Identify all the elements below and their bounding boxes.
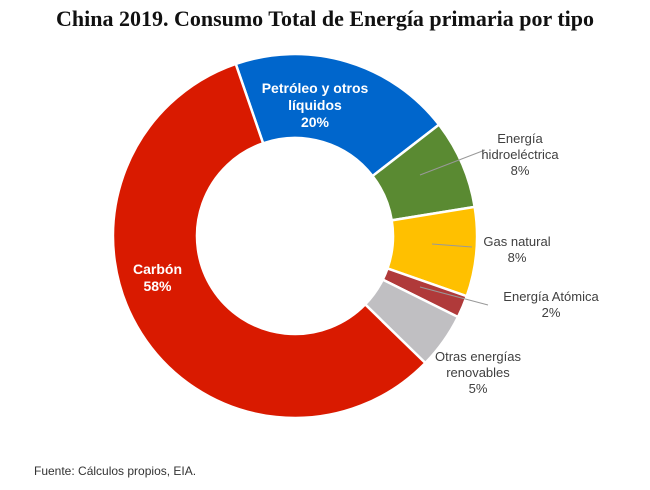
leader-line-0 (419, 149, 486, 176)
slice-label-carbon: Carbón 58% (120, 261, 195, 295)
slice-0 (234, 52, 441, 178)
slice-value: 20% (300, 114, 330, 130)
slice-label-hidro: Energía hidroeléctrica 8% (470, 131, 570, 179)
slice-value: 8% (507, 250, 527, 265)
slice-label-gas: Gas natural 8% (472, 234, 562, 266)
slice-label-otras: Otras energías renovables 5% (418, 349, 538, 397)
slice-name: Petróleo y otros líquidos (261, 80, 369, 113)
chart-title: China 2019. Consumo Total de Energía pri… (55, 6, 595, 31)
slice-value: 8% (510, 163, 530, 178)
slice-5 (111, 62, 428, 420)
slice-value: 58% (143, 278, 172, 294)
slice-value: 5% (468, 381, 488, 396)
source-note: Fuente: Cálculos propios, EIA. (34, 464, 197, 478)
slice-name: Energía hidroeléctrica (481, 131, 559, 162)
slice-label-petroleo: Petróleo y otros líquidos 20% (240, 80, 390, 131)
slice-name: Carbón (133, 261, 182, 277)
leader-line-2 (419, 286, 489, 306)
slice-value: 2% (541, 305, 561, 320)
slice-label-atomica: Energía Atómica 2% (486, 289, 616, 321)
slice-name: Energía Atómica (503, 289, 599, 304)
slice-name: Otras energías renovables (435, 349, 521, 380)
slice-name: Gas natural (483, 234, 551, 249)
leader-line-1 (431, 243, 473, 248)
